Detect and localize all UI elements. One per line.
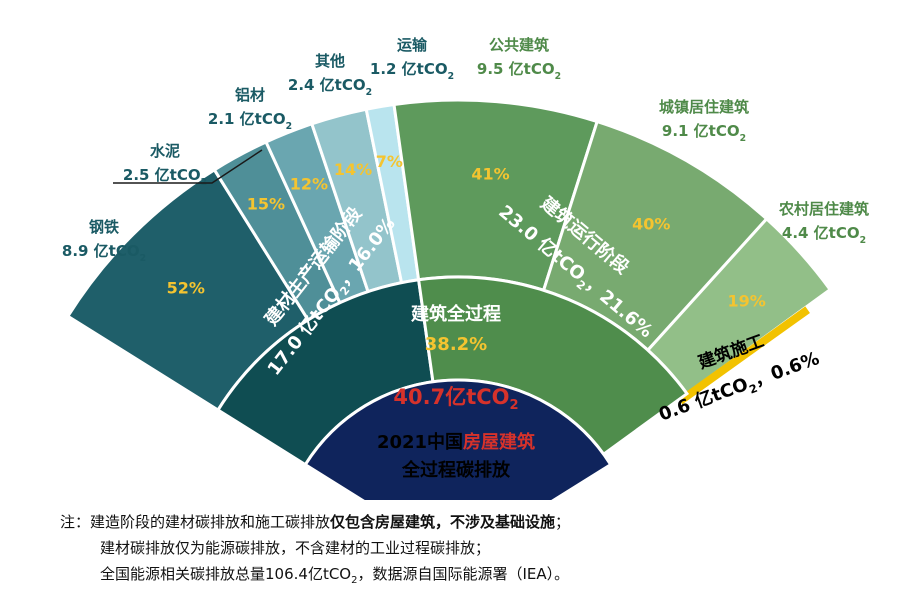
category-name-label: 铝材	[235, 86, 265, 104]
core-total	[303, 378, 613, 500]
note-line-1-end: ；	[555, 513, 571, 531]
category-value-label: 9.5 亿tCO2	[477, 60, 561, 82]
note-line-2: 建材碳排放仅为能源碳排放，不含建材的工业过程碳排放；	[100, 537, 490, 558]
segment-percent-label: 14%	[334, 160, 372, 179]
segment-percent-label: 52%	[167, 279, 205, 298]
category-name-label: 城镇居住建筑	[659, 98, 749, 116]
segment-percent-label: 19%	[728, 292, 766, 311]
core-amount-label: 40.7亿tCO2	[393, 385, 518, 413]
sunburst-chart: 52%15%12%14% 7%41%40%19%钢铁8.9 亿tCO2水泥2.5 …	[62, 36, 869, 500]
category-value-label: 2.1 亿tCO2	[208, 110, 292, 132]
category-value-label: 2.4 亿tCO2	[288, 76, 372, 98]
segment-percent-label: 7%	[376, 152, 403, 171]
category-name-label: 钢铁	[89, 218, 119, 236]
note-line-1-plain: 建造阶段的建材碳排放和施工碳排放	[90, 513, 331, 531]
segment-percent-label: 40%	[632, 215, 670, 234]
segment-percent-label: 15%	[247, 194, 285, 213]
note-prefix: 注：	[60, 513, 91, 531]
figure-title-line-1: 2021中国房屋建筑	[377, 431, 535, 453]
category-name-label: 公共建筑	[489, 36, 549, 54]
category-name-label: 水泥	[150, 142, 180, 160]
category-value-label: 9.1 亿tCO2	[662, 122, 746, 144]
category-value-label: 8.9 亿tCO2	[62, 242, 146, 264]
category-name-label: 运输	[397, 36, 428, 54]
core-title-label: 建筑全过程	[411, 303, 501, 325]
note-line-1: 注：建造阶段的建材碳排放和施工碳排放仅包含房屋建筑，不涉及基础设施；	[60, 511, 570, 532]
category-value-label: 4.4 亿tCO2	[782, 224, 866, 246]
segment-percent-label: 12%	[290, 174, 328, 193]
note-line-1-bold: 仅包含房屋建筑，不涉及基础设施	[330, 513, 556, 531]
category-name-label: 农村居住建筑	[778, 200, 869, 218]
core-share-label: 38.2%	[425, 334, 487, 355]
construction-marker	[677, 306, 810, 405]
note-line-3-a: 全国能源相关碳排放总量106.4亿tCO	[100, 565, 352, 583]
note-line-3-sub: 2	[351, 575, 358, 586]
category-value-label: 1.2 亿tCO2	[370, 60, 454, 82]
segment-percent-label: 41%	[471, 164, 509, 183]
note-line-3-b: ，数据源自国际能源署（IEA）。	[357, 565, 570, 583]
figure-title-line-2: 全过程碳排放	[401, 459, 511, 481]
category-name-label: 其他	[315, 52, 345, 70]
leader-line-cement	[113, 149, 263, 184]
note-line-3: 全国能源相关碳排放总量106.4亿tCO2，数据源自国际能源署（IEA）。	[100, 563, 569, 586]
note-line-2-text: 建材碳排放仅为能源碳排放，不含建材的工业过程碳排放；	[100, 539, 491, 557]
